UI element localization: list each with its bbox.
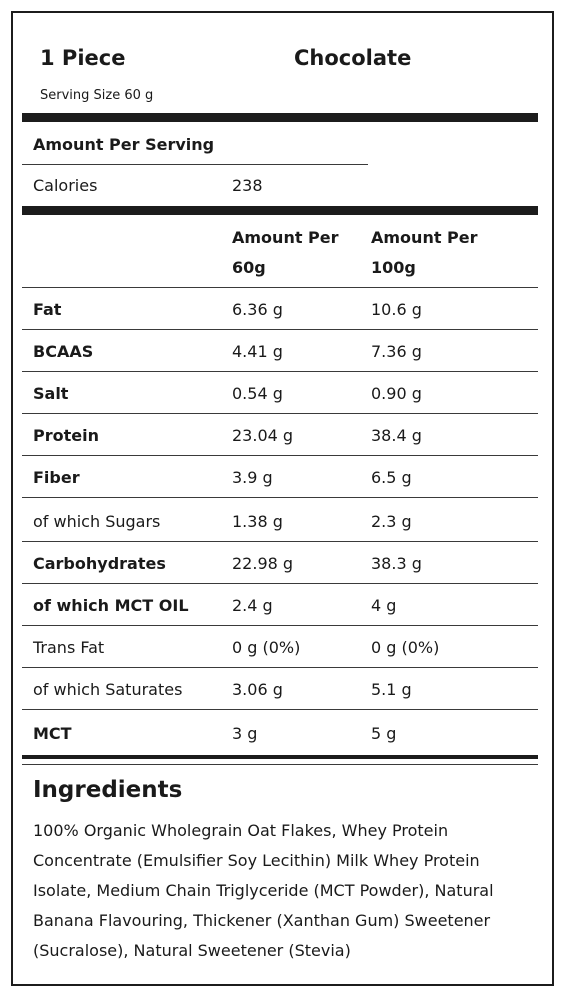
row-value-100g: 5 g	[371, 724, 397, 743]
thick-divider-top	[22, 113, 538, 122]
divider	[22, 455, 538, 456]
row-value-100g: 2.3 g	[371, 512, 412, 531]
row-value-100g: 0 g (0%)	[371, 638, 440, 657]
row-value-60g: 1.38 g	[232, 512, 283, 531]
col2-header-line2: 100g	[371, 258, 416, 277]
row-label: Carbohydrates	[33, 554, 166, 573]
col1-header-line1: Amount Per	[232, 228, 339, 247]
thick-divider-mid	[22, 206, 538, 215]
row-value-60g: 2.4 g	[232, 596, 273, 615]
calories-value: 238	[232, 176, 263, 195]
row-value-60g: 3 g	[232, 724, 258, 743]
divider	[22, 329, 538, 330]
flavor-title: Chocolate	[294, 46, 412, 70]
ingredients-text: 100% Organic Wholegrain Oat Flakes, Whey…	[33, 821, 494, 960]
row-value-60g: 6.36 g	[232, 300, 283, 319]
row-label: of which MCT OIL	[33, 596, 189, 615]
row-value-60g: 22.98 g	[232, 554, 294, 573]
row-value-100g: 38.3 g	[371, 554, 422, 573]
row-value-100g: 5.1 g	[371, 680, 412, 699]
divider	[22, 413, 538, 414]
serving-size: Serving Size 60 g	[40, 88, 154, 103]
divider	[22, 625, 538, 626]
ingredients-title: Ingredients	[33, 777, 183, 803]
divider	[22, 764, 538, 765]
row-value-60g: 4.41 g	[232, 342, 283, 361]
row-value-60g: 3.9 g	[232, 468, 273, 487]
divider	[22, 164, 368, 165]
row-label: of which Saturates	[33, 680, 183, 699]
row-value-100g: 7.36 g	[371, 342, 422, 361]
divider	[22, 287, 538, 288]
calories-label: Calories	[33, 176, 98, 195]
row-value-100g: 10.6 g	[371, 300, 422, 319]
row-value-60g: 23.04 g	[232, 426, 294, 445]
row-value-100g: 0.90 g	[371, 384, 422, 403]
divider	[22, 583, 538, 584]
divider	[22, 709, 538, 710]
row-value-60g: 0.54 g	[232, 384, 283, 403]
col1-header-line2: 60g	[232, 258, 266, 277]
row-label: Protein	[33, 426, 99, 445]
row-value-60g: 0 g (0%)	[232, 638, 301, 657]
row-label: of which Sugars	[33, 512, 161, 531]
thick-divider-bottom	[22, 755, 538, 759]
portion-title: 1 Piece	[40, 46, 126, 70]
row-value-100g: 6.5 g	[371, 468, 412, 487]
row-value-60g: 3.06 g	[232, 680, 283, 699]
divider	[22, 541, 538, 542]
divider	[22, 497, 538, 498]
divider	[22, 371, 538, 372]
row-label: Fat	[33, 300, 62, 319]
divider	[22, 667, 538, 668]
row-label: MCT	[33, 724, 72, 743]
row-label: Salt	[33, 384, 69, 403]
row-value-100g: 38.4 g	[371, 426, 422, 445]
row-label: Trans Fat	[33, 638, 105, 657]
row-label: Fiber	[33, 468, 80, 487]
row-label: BCAAS	[33, 342, 94, 361]
row-value-100g: 4 g	[371, 596, 397, 615]
amount-per-serving-heading: Amount Per Serving	[33, 135, 215, 154]
col2-header-line1: Amount Per	[371, 228, 478, 247]
nutrition-panel	[11, 11, 554, 986]
